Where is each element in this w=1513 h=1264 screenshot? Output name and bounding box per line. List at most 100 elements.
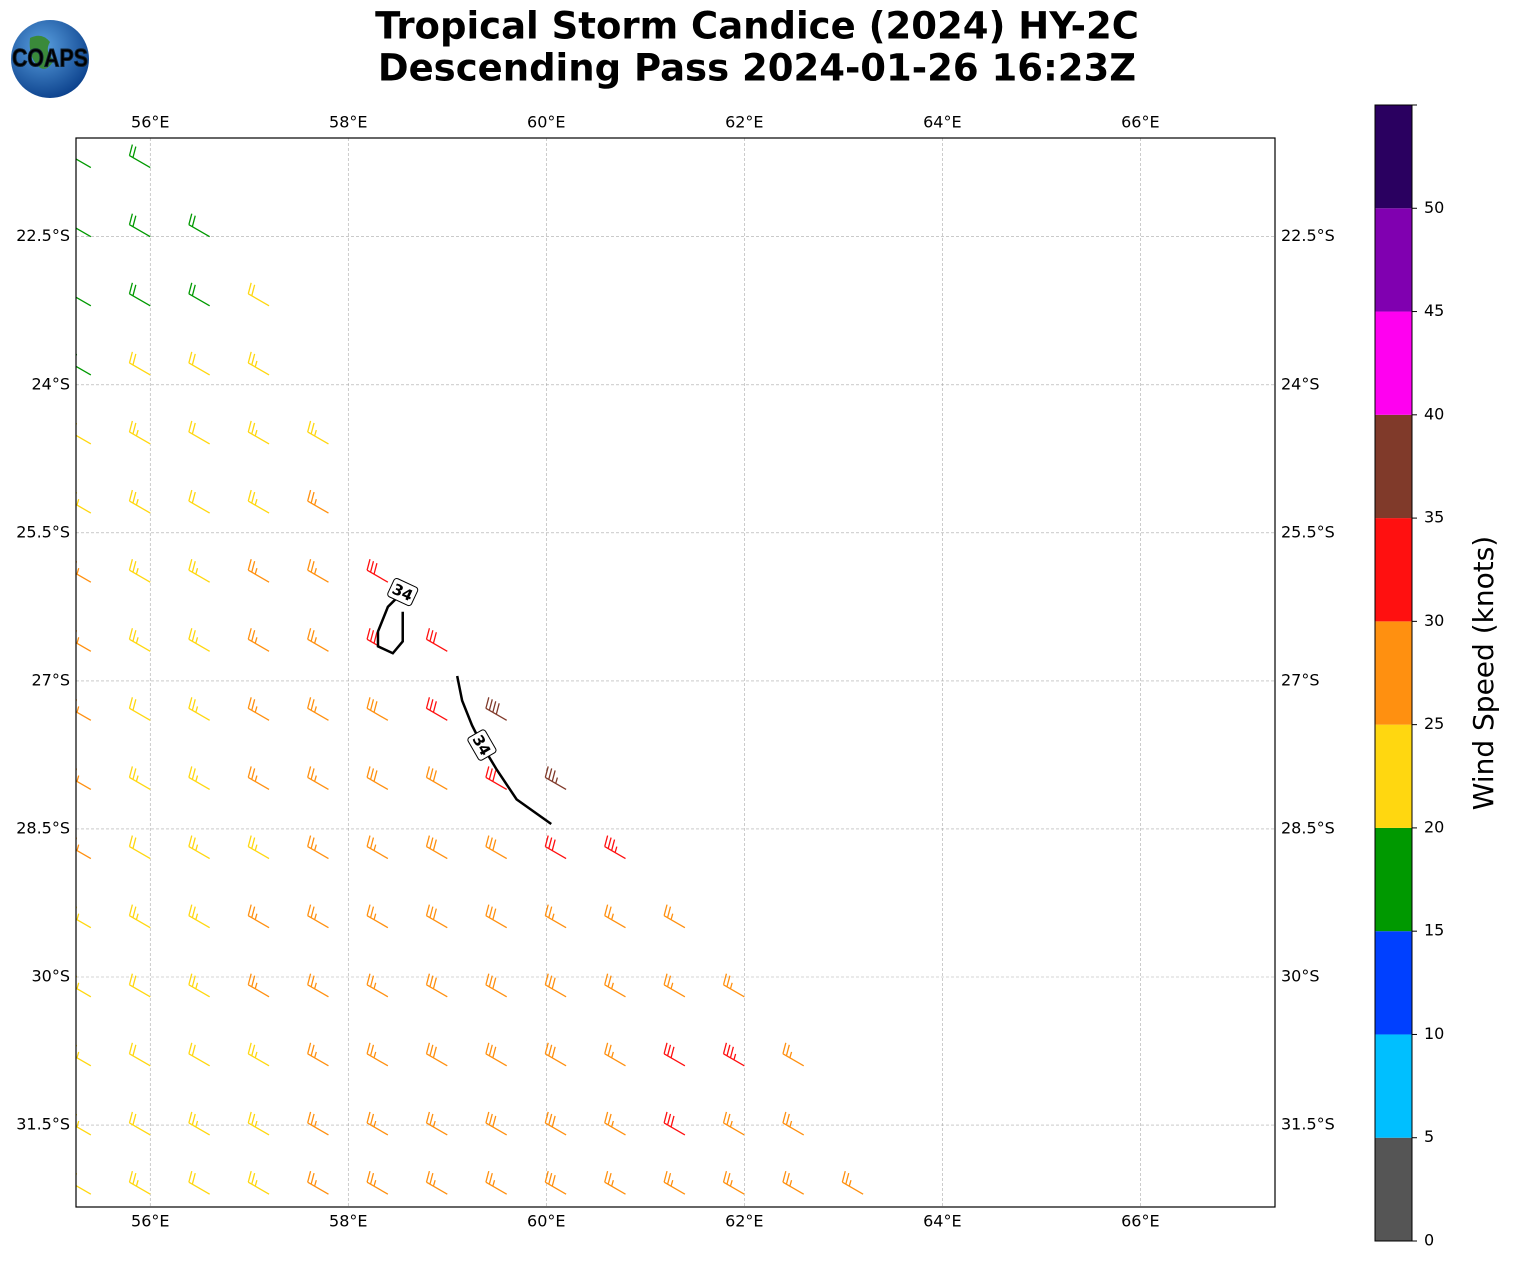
x-tick-label: 58°E (329, 113, 367, 132)
y-tick-label: 31.5°S (1281, 1115, 1335, 1134)
wind-barb (76, 158, 92, 169)
wind-barb (128, 835, 151, 860)
wind-barb (841, 1170, 864, 1195)
logo: COAPS (11, 20, 89, 98)
colorbar-tick-label: 40 (1424, 404, 1444, 423)
wind-barb (307, 1111, 329, 1136)
wind-barb (366, 835, 389, 860)
wind-barb (307, 489, 329, 514)
wind-barb (188, 904, 210, 929)
wind-barb (188, 973, 210, 998)
y-tick-label: 22.5°S (1281, 226, 1335, 245)
contour-label: 34 (467, 729, 497, 761)
wind-barb (782, 1042, 805, 1067)
x-tick-label: 64°E (923, 1212, 961, 1231)
wind-barb (663, 1170, 686, 1195)
wind-barb (188, 351, 210, 376)
wind-barb (544, 766, 567, 791)
wind-barb (366, 558, 389, 583)
wind-barb (188, 1111, 210, 1136)
chart-title: Tropical Storm Candice (2024) HY-2C (375, 5, 1139, 48)
colorbar-tick-label: 35 (1424, 508, 1444, 527)
y-tick-label: 27°S (1281, 670, 1320, 689)
wind-barb (188, 1170, 210, 1195)
y-tick-label: 27°S (31, 670, 70, 689)
wind-barb (544, 1111, 567, 1136)
wind-barb (76, 353, 92, 376)
x-tick-label: 60°E (527, 1212, 565, 1231)
wind-barb (188, 420, 210, 445)
chart-subtitle: Descending Pass 2024-01-26 16:23Z (378, 47, 1136, 90)
colorbar-bin (1375, 414, 1412, 519)
wind-barb (247, 835, 270, 860)
wind-barb (247, 904, 270, 929)
wind-barb (128, 351, 151, 376)
wind-barb (188, 213, 210, 238)
wind-barb (128, 282, 151, 307)
colorbar-bin (1375, 724, 1412, 828)
barbs (76, 144, 864, 1195)
wind-barb (544, 973, 567, 998)
wind-barb (485, 835, 508, 860)
wind-barb (425, 697, 448, 721)
wind-barb (544, 1170, 567, 1195)
wind-barb (128, 904, 151, 929)
wind-barb (247, 351, 270, 376)
wind-barb (247, 973, 270, 998)
wind-barb (544, 835, 567, 860)
wind-barb (307, 628, 329, 652)
wind-barb (76, 227, 92, 238)
wind-barb (544, 1042, 567, 1067)
y-tick-label: 30°S (31, 967, 70, 986)
x-tick-label: 64°E (923, 113, 961, 132)
wind-barb (604, 835, 626, 860)
colorbar-bin (1375, 518, 1412, 622)
wind-barb (544, 904, 567, 929)
contour-line (455, 675, 552, 826)
colorbar-tick-label: 0 (1424, 1231, 1434, 1250)
wind-barb (425, 904, 448, 929)
colorbar: 0 5 10 15 20 25 30 35 40 45 50 Wind Speed (knots) (1374, 104, 1500, 1250)
wind-barb (76, 1044, 92, 1067)
wind-barb (128, 558, 151, 583)
wind-barb (366, 1042, 389, 1067)
wind-barb (307, 904, 329, 929)
wind-barb (188, 766, 210, 791)
colorbar-bin (1375, 621, 1412, 725)
wind-barb (485, 1042, 508, 1067)
wind-barb (247, 1111, 270, 1136)
wind-barb (307, 1042, 329, 1067)
wind-barb (485, 697, 508, 721)
wind-barb (76, 768, 92, 791)
wind-barb (307, 558, 329, 583)
y-tick-label: 25.5°S (16, 522, 70, 541)
colorbar-bin (1375, 105, 1412, 209)
y-tick-label: 24°S (1281, 374, 1320, 393)
wind-barb (663, 1111, 686, 1136)
wind-barb (76, 1173, 92, 1195)
wind-barb (128, 489, 151, 514)
logo-text: COAPS (12, 45, 88, 73)
wind-barb (722, 1042, 745, 1067)
colorbar-bin (1375, 1137, 1412, 1241)
wind-barb (76, 1113, 92, 1136)
y-tick-label: 31.5°S (16, 1115, 70, 1134)
colorbar-bin (1375, 311, 1412, 415)
wind-barb (425, 766, 448, 791)
wind-barb (425, 1170, 448, 1195)
wind-barb (366, 766, 389, 791)
wind-barb (366, 1170, 389, 1195)
x-tick-label: 66°E (1121, 1212, 1159, 1231)
wind-barb (247, 420, 270, 445)
colorbar-tick-label: 5 (1424, 1127, 1434, 1146)
wind-barb (663, 973, 686, 998)
wind-barb (188, 558, 210, 583)
x-tick-label: 56°E (131, 113, 169, 132)
wind-barb (247, 282, 270, 307)
wind-barb (604, 973, 626, 998)
y-tick-label: 28.5°S (1281, 818, 1335, 837)
colorbar-tick-label: 45 (1424, 301, 1444, 320)
x-tick-label: 60°E (527, 113, 565, 132)
plot-frame (75, 137, 1276, 1208)
